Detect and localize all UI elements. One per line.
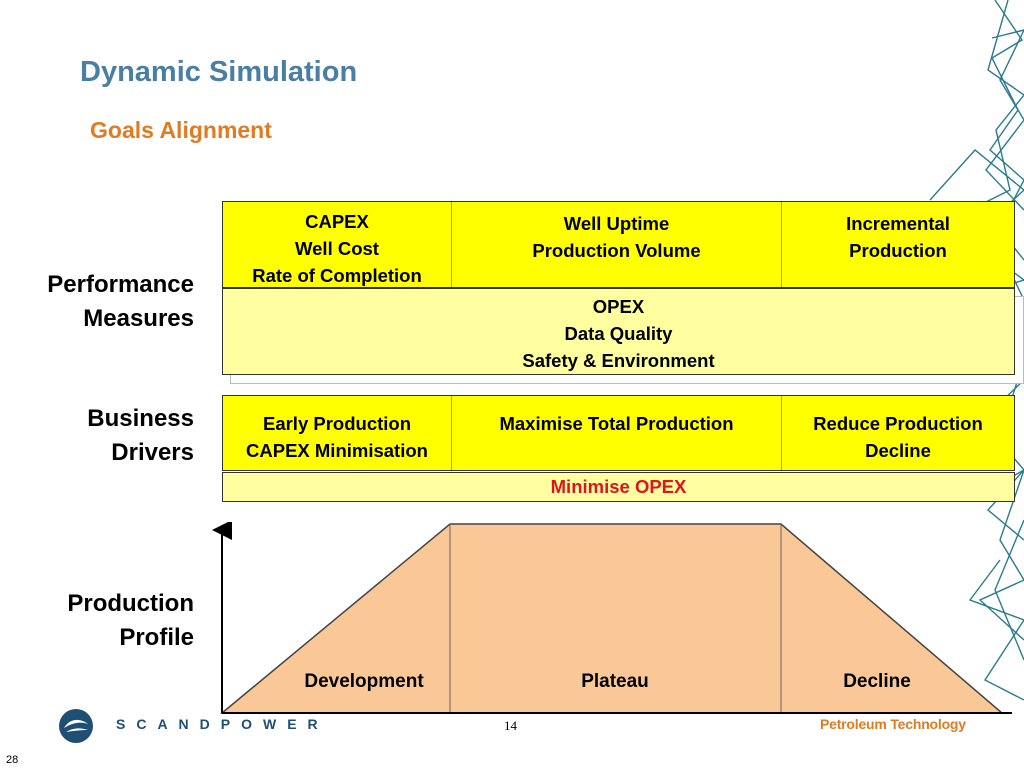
business-cell-early: Early Production CAPEX Minimisation <box>246 413 428 461</box>
footer-page-number: 14 <box>504 718 517 733</box>
scandpower-logo-icon <box>59 709 93 743</box>
business-cell-maximise: Maximise Total Production <box>499 413 734 434</box>
performance-bottom-row: OPEX Data Quality Safety & Environment <box>222 288 1015 375</box>
performance-top-row: CAPEX Well Cost Rate of Completion Well … <box>222 201 1015 288</box>
phase-plateau: Plateau <box>581 671 649 692</box>
business-top-row: Early Production CAPEX Minimisation Maxi… <box>222 395 1015 471</box>
production-profile-diagram <box>212 522 1012 714</box>
page-subtitle: Goals Alignment <box>90 117 272 143</box>
label-business-drivers: Business Drivers <box>87 405 194 466</box>
divider <box>451 396 452 470</box>
performance-cell-incremental: Incremental Production <box>846 213 950 261</box>
label-performance-measures: Performance Measures <box>47 271 194 332</box>
divider <box>781 202 782 287</box>
divider <box>781 396 782 470</box>
business-bottom-row: Minimise OPEX <box>222 472 1015 502</box>
business-cell-reduce: Reduce Production Decline <box>813 413 983 461</box>
slide-number: 28 <box>6 754 19 766</box>
performance-cell-uptime: Well Uptime Production Volume <box>532 213 701 261</box>
phase-decline: Decline <box>843 671 911 692</box>
performance-cell-capex: CAPEX Well Cost Rate of Completion <box>252 211 422 286</box>
footer-tagline: Petroleum Technology <box>820 716 966 732</box>
footer-brand: SCANDPOWER <box>116 716 329 732</box>
label-production-profile: Production Profile <box>67 590 194 651</box>
divider <box>451 202 452 287</box>
page-title: Dynamic Simulation <box>80 56 358 88</box>
phase-development: Development <box>304 671 424 692</box>
